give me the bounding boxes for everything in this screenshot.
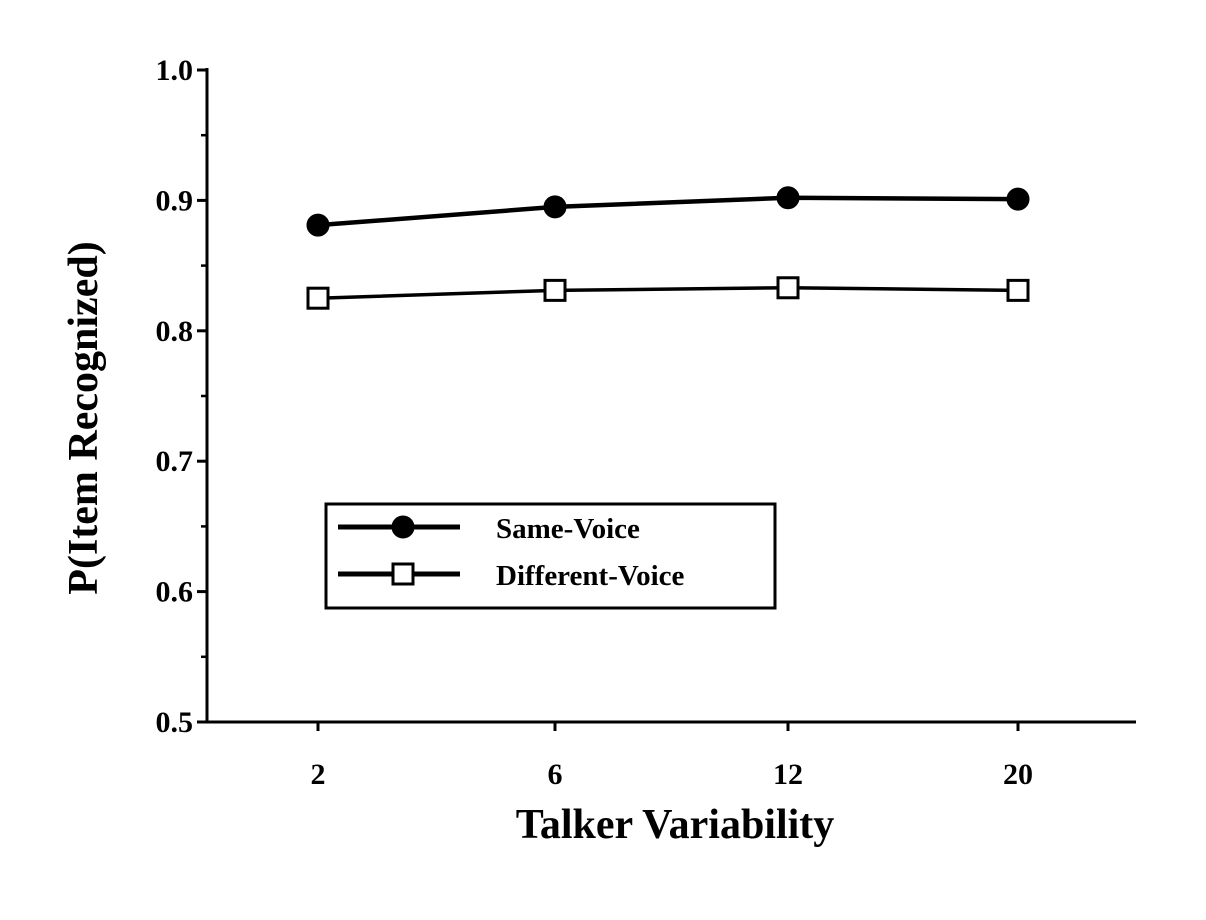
y-tick-label: 0.8 bbox=[156, 315, 194, 348]
data-point-circle bbox=[1006, 187, 1030, 211]
legend-box bbox=[324, 502, 777, 610]
series-line bbox=[317, 286, 1019, 300]
y-axis-title: P(Item Recognized) bbox=[61, 241, 107, 594]
axes bbox=[205, 68, 1136, 724]
data-point-circle bbox=[776, 186, 800, 210]
y-tick-label: 1.0 bbox=[156, 54, 194, 87]
y-tick-label: 0.7 bbox=[156, 445, 194, 478]
series-layer bbox=[306, 186, 1030, 310]
data-point-square bbox=[1006, 278, 1030, 302]
x-tick-label: 6 bbox=[548, 758, 563, 791]
data-point-square bbox=[306, 286, 330, 310]
legend-marker-circle bbox=[391, 515, 415, 539]
series-line bbox=[317, 195, 1019, 228]
y-tick-label: 0.9 bbox=[156, 184, 194, 217]
y-tick-label: 0.6 bbox=[156, 576, 194, 609]
x-axis-ticks: 2 6 12 20 bbox=[311, 722, 1033, 791]
legend-entries: Same-Voice Different-Voice bbox=[338, 513, 685, 592]
y-axis-ticks: 0.5 0.6 0.7 0.8 0.9 1.0 bbox=[156, 54, 207, 739]
data-point-circle bbox=[543, 195, 567, 219]
legend-label: Same-Voice bbox=[496, 513, 640, 545]
x-axis-title: Talker Variability bbox=[516, 802, 835, 848]
x-tick-label: 20 bbox=[1003, 758, 1033, 791]
series-different-voice bbox=[306, 276, 1030, 310]
y-tick-label: 0.5 bbox=[156, 706, 194, 739]
legend-marker-square bbox=[391, 562, 415, 586]
x-tick-label: 12 bbox=[773, 758, 803, 791]
legend-label: Different-Voice bbox=[496, 560, 685, 592]
series-same-voice bbox=[306, 186, 1030, 237]
data-point-circle bbox=[306, 213, 330, 237]
data-point-square bbox=[543, 278, 567, 302]
legend: Same-Voice Different-Voice bbox=[324, 502, 777, 610]
x-tick-label: 2 bbox=[311, 758, 326, 791]
data-point-square bbox=[776, 276, 800, 300]
